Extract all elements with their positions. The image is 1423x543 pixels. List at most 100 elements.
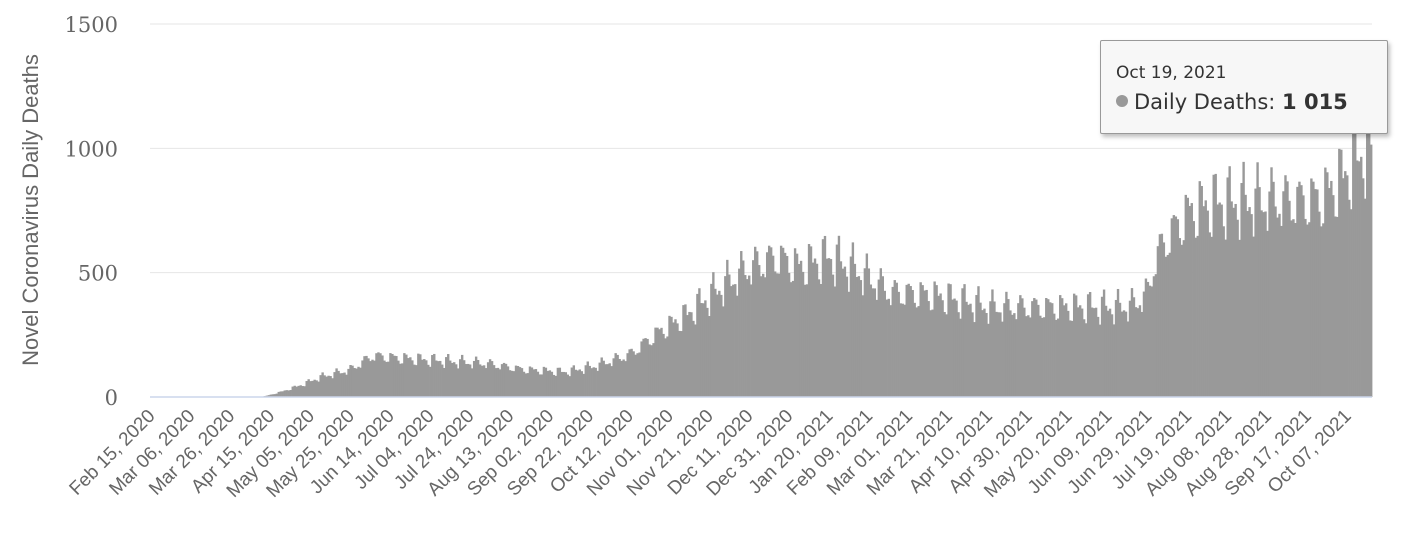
- bar[interactable]: [672, 322, 675, 397]
- bar[interactable]: [704, 300, 707, 397]
- bar[interactable]: [1023, 307, 1026, 397]
- bar[interactable]: [977, 286, 980, 397]
- bar[interactable]: [1274, 206, 1277, 397]
- bar[interactable]: [291, 386, 294, 397]
- bar[interactable]: [638, 352, 641, 398]
- bar[interactable]: [1140, 311, 1144, 397]
- bar[interactable]: [873, 288, 877, 397]
- bar[interactable]: [885, 299, 888, 397]
- bar[interactable]: [341, 373, 344, 397]
- bar[interactable]: [710, 283, 713, 397]
- bar[interactable]: [676, 323, 679, 397]
- bar[interactable]: [686, 315, 689, 397]
- bar[interactable]: [435, 360, 438, 397]
- bar[interactable]: [895, 282, 898, 397]
- bar[interactable]: [963, 284, 966, 397]
- bar[interactable]: [915, 307, 918, 397]
- bar[interactable]: [393, 355, 396, 397]
- bar[interactable]: [1194, 237, 1197, 397]
- bar[interactable]: [1086, 294, 1090, 397]
- bar[interactable]: [269, 394, 272, 397]
- bar[interactable]: [803, 284, 807, 397]
- bar[interactable]: [1045, 298, 1048, 397]
- bar[interactable]: [307, 379, 310, 397]
- bar[interactable]: [1352, 132, 1355, 397]
- bar[interactable]: [933, 281, 936, 397]
- bar[interactable]: [658, 329, 661, 397]
- bar[interactable]: [813, 258, 817, 397]
- bar[interactable]: [969, 303, 972, 397]
- bar[interactable]: [758, 265, 761, 397]
- bar[interactable]: [965, 301, 968, 397]
- bar[interactable]: [783, 252, 787, 397]
- bar[interactable]: [550, 371, 554, 397]
- bar[interactable]: [899, 303, 902, 397]
- bar[interactable]: [1170, 218, 1174, 397]
- bar[interactable]: [997, 312, 1000, 397]
- bar[interactable]: [831, 274, 835, 397]
- bar[interactable]: [961, 288, 964, 397]
- bar[interactable]: [775, 273, 779, 397]
- bar[interactable]: [1244, 194, 1247, 397]
- bar[interactable]: [708, 316, 711, 397]
- bar[interactable]: [722, 306, 725, 397]
- bar[interactable]: [787, 272, 791, 397]
- bar[interactable]: [682, 305, 685, 397]
- bar[interactable]: [552, 374, 556, 397]
- bar[interactable]: [1041, 317, 1044, 397]
- bar[interactable]: [540, 374, 544, 397]
- bar[interactable]: [891, 286, 894, 397]
- bar[interactable]: [277, 391, 280, 397]
- bar[interactable]: [670, 316, 673, 397]
- bar[interactable]: [1230, 201, 1233, 397]
- bar[interactable]: [973, 322, 976, 397]
- bar[interactable]: [1220, 204, 1223, 397]
- bar[interactable]: [335, 368, 338, 397]
- bar[interactable]: [1196, 235, 1199, 397]
- bar[interactable]: [476, 359, 480, 397]
- bar[interactable]: [409, 357, 412, 397]
- bar[interactable]: [610, 366, 613, 397]
- bar[interactable]: [720, 294, 723, 397]
- bar[interactable]: [807, 244, 811, 397]
- bar[interactable]: [427, 364, 430, 397]
- bar[interactable]: [1362, 178, 1365, 397]
- bar[interactable]: [1063, 305, 1066, 397]
- bar[interactable]: [987, 323, 990, 397]
- bar[interactable]: [299, 385, 302, 397]
- bar[interactable]: [1216, 204, 1219, 397]
- bar[interactable]: [1202, 206, 1205, 397]
- bar[interactable]: [494, 368, 498, 397]
- bar[interactable]: [1276, 217, 1279, 397]
- bar[interactable]: [939, 293, 942, 397]
- bar[interactable]: [498, 369, 502, 397]
- bar[interactable]: [859, 280, 863, 397]
- bar[interactable]: [1134, 307, 1138, 397]
- bar[interactable]: [845, 276, 849, 397]
- bar[interactable]: [1005, 291, 1008, 397]
- bar[interactable]: [660, 327, 663, 397]
- bar[interactable]: [381, 355, 384, 397]
- bar[interactable]: [1346, 175, 1349, 397]
- bar[interactable]: [989, 301, 992, 397]
- bar[interactable]: [373, 360, 376, 397]
- bar[interactable]: [867, 268, 871, 397]
- bar[interactable]: [407, 358, 410, 397]
- bar[interactable]: [777, 273, 781, 397]
- bar[interactable]: [1144, 278, 1148, 397]
- bar[interactable]: [510, 370, 514, 397]
- bar[interactable]: [1286, 181, 1289, 397]
- bar[interactable]: [1166, 254, 1170, 397]
- bar[interactable]: [1190, 203, 1193, 397]
- bar[interactable]: [718, 290, 721, 397]
- bar[interactable]: [1013, 313, 1016, 397]
- bar[interactable]: [1003, 303, 1006, 397]
- bar[interactable]: [793, 248, 797, 397]
- bar[interactable]: [377, 352, 380, 397]
- bar[interactable]: [702, 303, 705, 397]
- bar[interactable]: [829, 259, 833, 397]
- bar[interactable]: [779, 245, 783, 397]
- bar[interactable]: [612, 358, 615, 397]
- bar[interactable]: [1094, 307, 1098, 397]
- bar[interactable]: [801, 271, 805, 397]
